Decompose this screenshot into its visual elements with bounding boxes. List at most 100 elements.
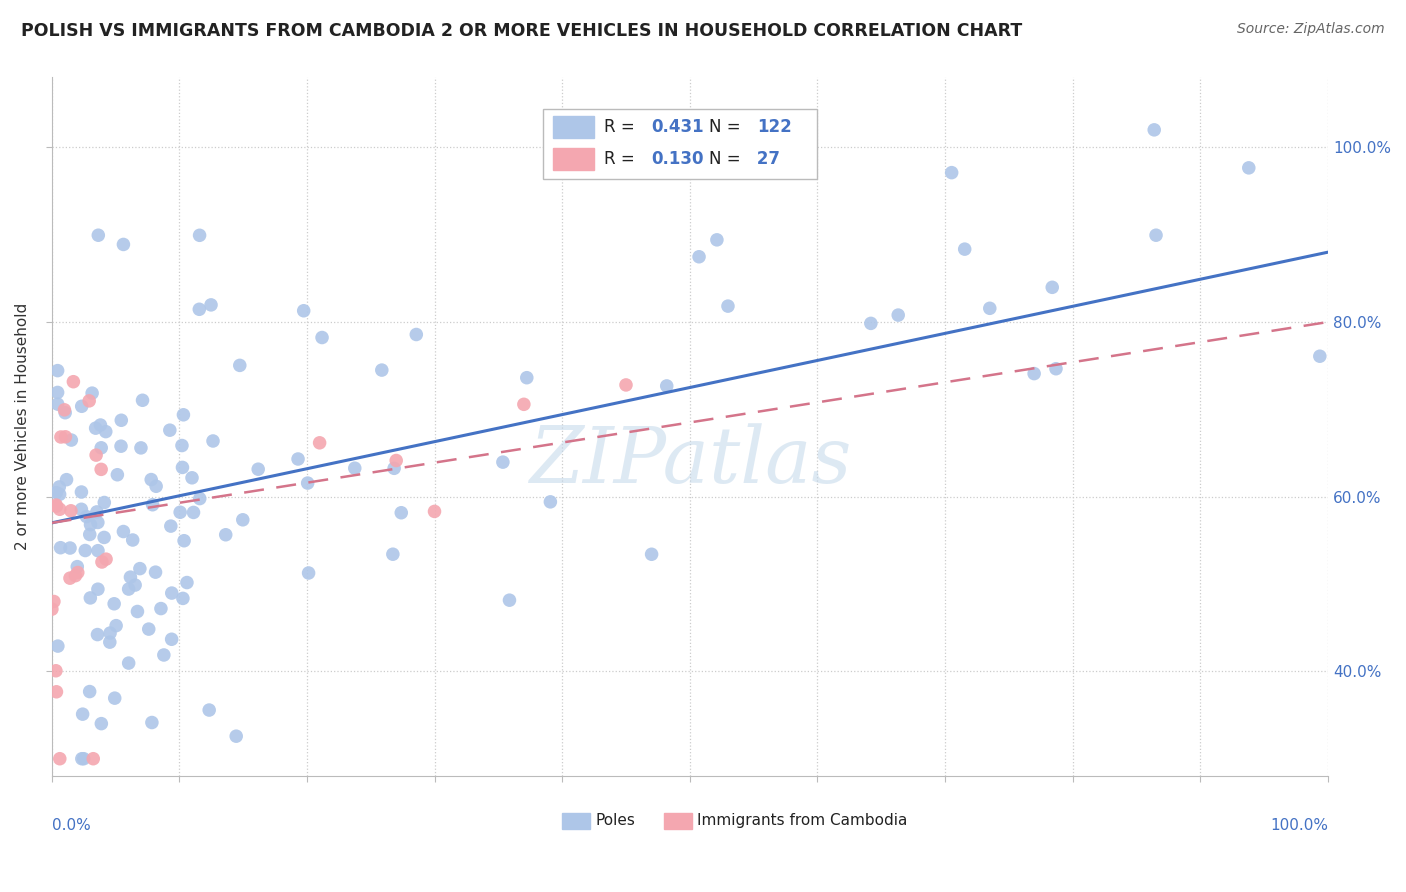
- Point: [65, 568, 87, 582]
- Text: R =: R =: [605, 150, 640, 169]
- Text: ZIPatlas: ZIPatlas: [529, 424, 851, 500]
- Point: [202, 434, 225, 448]
- Point: [75, 509, 97, 524]
- Point: [87, 543, 110, 558]
- Point: [48, 487, 70, 501]
- Point: [159, 519, 181, 533]
- Point: [188, 491, 211, 506]
- Point: [98, 626, 121, 640]
- Text: Source: ZipAtlas.com: Source: ZipAtlas.com: [1237, 22, 1385, 37]
- Point: [48, 480, 70, 494]
- Point: [82, 386, 104, 401]
- Point: [55, 430, 77, 444]
- Point: [297, 566, 319, 580]
- Point: [53, 402, 76, 417]
- Point: [84, 421, 107, 435]
- Point: [1237, 161, 1260, 175]
- Point: [59, 541, 82, 555]
- Point: [311, 330, 333, 344]
- Point: [98, 635, 121, 649]
- Point: [82, 752, 104, 766]
- Point: [41, 602, 63, 616]
- Point: [66, 566, 89, 580]
- Point: [138, 622, 160, 636]
- Point: [172, 408, 194, 422]
- Point: [172, 591, 194, 606]
- Point: [153, 648, 176, 662]
- Point: [70, 752, 93, 766]
- Point: [70, 399, 93, 413]
- Point: [979, 301, 1001, 316]
- Point: [42, 594, 65, 608]
- Point: [48, 502, 70, 516]
- Point: [118, 656, 141, 670]
- Bar: [562, 814, 591, 829]
- Point: [389, 506, 412, 520]
- Point: [87, 582, 110, 597]
- Point: [90, 462, 112, 476]
- Text: 27: 27: [751, 150, 780, 169]
- Point: [160, 586, 183, 600]
- Point: [79, 527, 101, 541]
- Bar: [553, 148, 595, 170]
- Point: [343, 461, 366, 475]
- Point: [215, 528, 238, 542]
- Point: [381, 547, 404, 561]
- Point: [49, 541, 72, 555]
- Point: [62, 375, 84, 389]
- Point: [70, 502, 93, 516]
- Point: [1045, 361, 1067, 376]
- Point: [498, 593, 520, 607]
- Text: 0.0%: 0.0%: [52, 818, 90, 833]
- Point: [87, 516, 110, 530]
- Point: [46, 385, 69, 400]
- Text: POLISH VS IMMIGRANTS FROM CAMBODIA 2 OR MORE VEHICLES IN HOUSEHOLD CORRELATION C: POLISH VS IMMIGRANTS FROM CAMBODIA 2 OR …: [21, 22, 1022, 40]
- Point: [45, 485, 67, 500]
- Point: [1144, 228, 1167, 243]
- Point: [93, 495, 115, 509]
- Point: [46, 397, 69, 411]
- Point: [46, 363, 69, 377]
- Point: [129, 441, 152, 455]
- Point: [655, 379, 678, 393]
- Point: [225, 729, 247, 743]
- Point: [513, 397, 536, 411]
- Point: [124, 578, 146, 592]
- Bar: [553, 116, 595, 138]
- Point: [188, 302, 211, 317]
- Point: [297, 476, 319, 491]
- Point: [247, 462, 270, 476]
- Point: [405, 327, 427, 342]
- Bar: [664, 814, 692, 829]
- Point: [112, 237, 135, 252]
- Point: [200, 298, 222, 312]
- Point: [688, 250, 710, 264]
- Point: [172, 460, 194, 475]
- Point: [1024, 367, 1046, 381]
- Point: [159, 423, 181, 437]
- Text: Immigrants from Cambodia: Immigrants from Cambodia: [697, 814, 908, 829]
- Point: [94, 425, 117, 439]
- Point: [142, 498, 165, 512]
- Point: [145, 565, 167, 579]
- Point: [859, 317, 882, 331]
- Point: [87, 228, 110, 243]
- Point: [45, 498, 67, 512]
- Point: [183, 505, 205, 519]
- Point: [86, 505, 108, 519]
- Point: [70, 485, 93, 500]
- Point: [110, 439, 132, 453]
- Point: [169, 505, 191, 519]
- Text: 100.0%: 100.0%: [1270, 818, 1329, 833]
- Point: [229, 359, 252, 373]
- Point: [72, 707, 94, 722]
- Point: [45, 685, 67, 699]
- Text: N =: N =: [709, 150, 745, 169]
- Point: [385, 453, 408, 467]
- Point: [492, 455, 515, 469]
- Point: [382, 461, 405, 475]
- Point: [287, 452, 309, 467]
- Point: [640, 547, 662, 561]
- Point: [103, 597, 125, 611]
- Point: [1309, 349, 1331, 363]
